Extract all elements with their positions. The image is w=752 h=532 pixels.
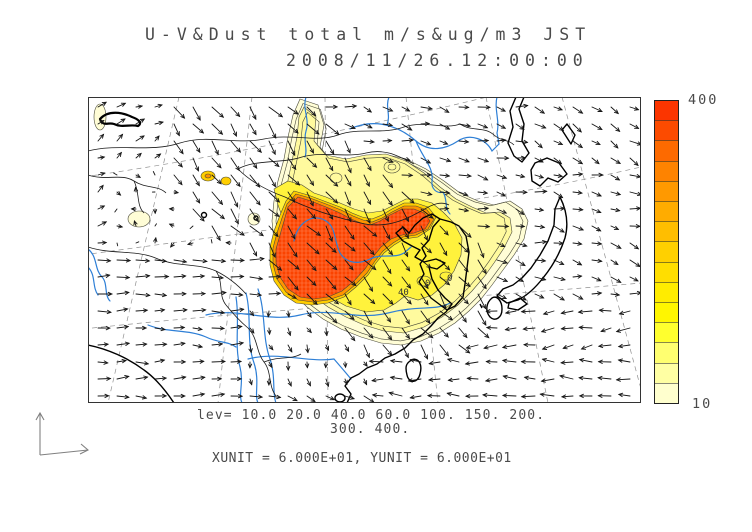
contour-labels-group: 40 0 0 — [398, 274, 452, 298]
colorbar-segment — [655, 281, 678, 303]
colorbar-segment — [655, 322, 678, 343]
country-borders-group — [88, 123, 515, 397]
colorbar-segment — [655, 362, 678, 383]
colorbar — [654, 100, 679, 404]
colorbar-segment — [655, 241, 678, 262]
coastlines-group — [88, 97, 576, 403]
map-panel: 40 0 0 — [88, 97, 641, 403]
axis-orientation-arrows — [35, 411, 89, 456]
contour-levels-caption: lev= 10.0 20.0 40.0 60.0 100. 150. 200. — [197, 408, 546, 423]
colorbar-segment — [655, 140, 678, 161]
colorbar-segment — [655, 180, 678, 202]
colorbar-segment — [655, 101, 678, 121]
plot-timestamp: 2008/11/26.12:00:00 — [286, 51, 589, 70]
colorbar-segment — [655, 201, 678, 222]
contour-label: 0 — [425, 279, 430, 289]
map-frame — [88, 97, 641, 403]
colorbar-segment — [655, 160, 678, 181]
lake-balkhash — [98, 111, 142, 128]
colorbar-segment — [655, 382, 678, 404]
contour-label: 40 — [398, 288, 409, 298]
colorbar-segment — [655, 261, 678, 282]
colorbar-segment — [655, 302, 678, 323]
contour-label: 0 — [447, 274, 452, 284]
wind-vectors-group — [97, 101, 641, 403]
x-axis-arrow — [39, 449, 89, 456]
colorbar-segment — [655, 342, 678, 363]
map-plot: 40 0 0 — [88, 97, 641, 403]
colorbar-segment — [655, 221, 678, 242]
colorbar-segment — [655, 120, 678, 141]
contour-levels-caption-2: 300. 400. — [330, 422, 411, 437]
plot-title: U-V&Dust total m/s&ug/m3 JST — [145, 25, 592, 44]
colorbar-min-label: 10 — [692, 396, 713, 412]
colorbar-max-label: 400 — [688, 92, 719, 108]
vector-units-caption: XUNIT = 6.000E+01, YUNIT = 6.000E+01 — [212, 451, 512, 466]
